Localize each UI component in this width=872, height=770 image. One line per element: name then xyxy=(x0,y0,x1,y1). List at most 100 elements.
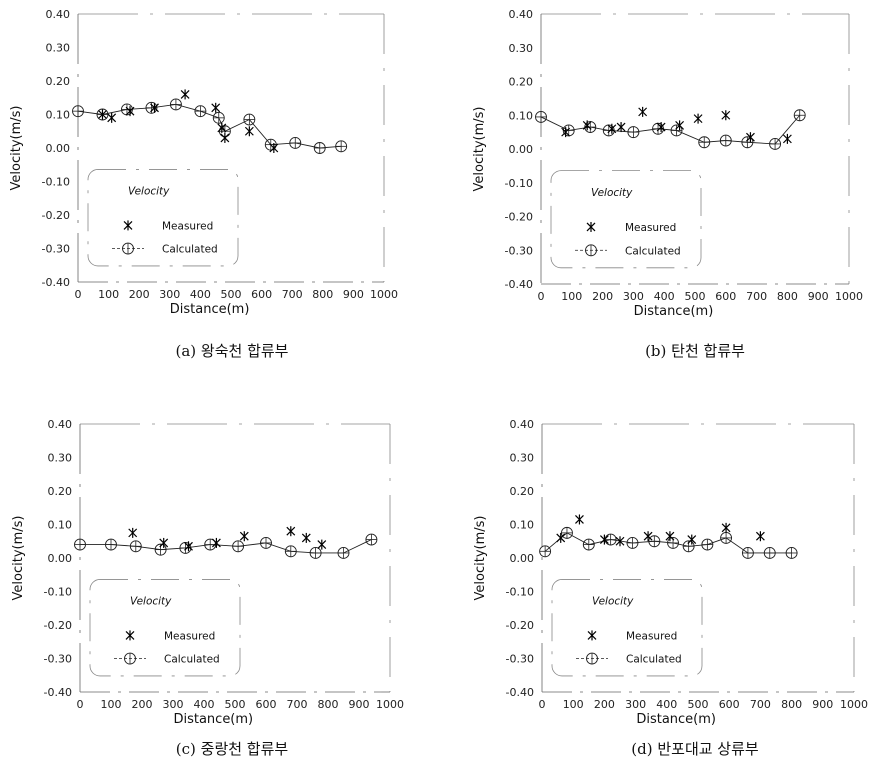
measured-point xyxy=(180,89,190,100)
x-tick-label: 700 xyxy=(746,290,767,303)
legend-measured-label: Measured xyxy=(164,630,215,642)
legend-title: Velocity xyxy=(128,186,170,198)
measured-point xyxy=(286,526,296,537)
y-tick-label: -0.30 xyxy=(42,243,70,256)
measured-point xyxy=(582,120,592,131)
y-tick-label: -0.40 xyxy=(506,686,534,699)
y-tick-label: 0.20 xyxy=(48,485,73,498)
calculated-point xyxy=(604,533,617,546)
legend: Velocity Measured Calculated xyxy=(89,579,241,677)
calculated-point xyxy=(701,538,714,551)
x-tick-label: 700 xyxy=(282,288,303,301)
measured-point xyxy=(269,143,279,153)
measured-point xyxy=(159,537,169,548)
x-tick-label: 900 xyxy=(808,290,829,303)
x-tick-label: 900 xyxy=(343,288,364,301)
x-tick-label: 100 xyxy=(563,698,584,711)
x-tick-label: 0 xyxy=(538,290,545,303)
x-tick-label: 700 xyxy=(287,698,308,711)
measured-point xyxy=(687,534,697,545)
x-tick-label: 800 xyxy=(781,698,802,711)
legend-calculated-label: Calculated xyxy=(164,654,220,666)
calculated-point xyxy=(129,540,142,553)
measured-point xyxy=(575,514,584,525)
y-tick-label: -0.30 xyxy=(506,653,534,666)
calculated-point xyxy=(243,113,256,126)
legend-calculated-marker xyxy=(114,652,146,665)
calculated-point xyxy=(741,136,754,149)
panel-caption: (a) 왕숙천 합류부 xyxy=(176,342,289,360)
measured-point xyxy=(656,122,666,133)
y-tick-label: -0.20 xyxy=(505,211,533,224)
x-tick-label: 700 xyxy=(750,698,771,711)
y-tick-label: -0.20 xyxy=(44,619,72,632)
calculated-series-line xyxy=(77,103,342,149)
legend-calculated-marker xyxy=(576,652,608,665)
measured-point xyxy=(721,110,731,121)
measured-point xyxy=(239,531,249,542)
measured-point xyxy=(125,106,135,117)
calculated-point xyxy=(627,126,640,139)
y-tick-label: 0.20 xyxy=(46,75,71,88)
legend: Velocity Measured Calculated xyxy=(551,579,703,677)
x-tick-label: 800 xyxy=(777,290,798,303)
calculated-series-line xyxy=(540,114,801,145)
y-tick-label: -0.10 xyxy=(42,176,70,189)
measured-point xyxy=(638,106,648,117)
x-tick-label: 900 xyxy=(349,698,370,711)
calculated-point xyxy=(365,533,378,546)
x-tick-label: 400 xyxy=(194,698,215,711)
measured-point xyxy=(607,123,617,134)
y-tick-label: -0.10 xyxy=(506,586,534,599)
x-tick-label: 800 xyxy=(312,288,333,301)
x-axis-label: Distance(m) xyxy=(173,712,253,727)
x-tick-label: 1000 xyxy=(835,290,863,303)
calculated-point xyxy=(652,122,664,135)
y-axis-label: Velocity(m/s) xyxy=(9,106,24,191)
calculated-point xyxy=(539,545,552,558)
x-tick-label: 500 xyxy=(225,698,246,711)
legend-title: Velocity xyxy=(591,187,633,199)
calculated-point xyxy=(260,536,272,549)
y-axis-label: Velocity(m/s) xyxy=(473,516,488,601)
x-tick-label: 900 xyxy=(812,698,833,711)
y-tick-label: 0.00 xyxy=(46,142,71,155)
calculated-point xyxy=(179,542,192,554)
legend-box xyxy=(89,579,241,677)
x-tick-label: 500 xyxy=(688,698,709,711)
x-tick-label: 0 xyxy=(77,698,84,711)
legend-measured-label: Measured xyxy=(625,222,676,234)
y-tick-label: -0.40 xyxy=(42,276,70,289)
calculated-point xyxy=(763,547,776,559)
chart-panel-4: 0.40 0.30 0.20 0.10 0.00 -0.10 -0.20 -0.30 -0.40… xyxy=(473,418,868,758)
measured-point xyxy=(211,102,221,113)
calculated-point xyxy=(785,547,798,559)
y-tick-label: 0.30 xyxy=(509,42,534,55)
calculated-point xyxy=(602,124,615,137)
x-tick-label: 400 xyxy=(654,290,675,303)
legend-box xyxy=(551,579,703,677)
x-tick-label: 500 xyxy=(221,288,242,301)
y-tick-label: -0.40 xyxy=(44,686,72,699)
x-tick-label: 500 xyxy=(685,290,706,303)
chart-panel-3: 0.40 0.30 0.20 0.10 0.00 -0.10 -0.20 -0.30 -0.40… xyxy=(11,418,404,758)
panel-caption: (b) 탄천 합류부 xyxy=(645,342,745,360)
measured-point xyxy=(184,541,193,552)
x-tick-label: 200 xyxy=(594,698,615,711)
legend-measured-label: Measured xyxy=(626,630,677,642)
legend-box xyxy=(87,169,239,267)
x-tick-label: 100 xyxy=(101,698,122,711)
chart-panel-2: 0.40 0.30 0.20 0.10 0.00 -0.10 -0.20 -0.30 -0.40… xyxy=(472,8,863,360)
calculated-point xyxy=(769,137,782,150)
measured-point xyxy=(615,536,625,547)
calculated-point xyxy=(204,538,217,551)
calculated-point xyxy=(582,538,595,551)
calculated-point xyxy=(313,142,326,154)
legend-title: Velocity xyxy=(592,596,634,608)
calculated-point xyxy=(212,111,225,124)
calculated-point xyxy=(289,137,302,149)
measured-point xyxy=(150,102,159,113)
y-tick-label: 0.20 xyxy=(510,485,535,498)
calculated-point xyxy=(335,140,348,153)
x-tick-label: 300 xyxy=(623,290,644,303)
